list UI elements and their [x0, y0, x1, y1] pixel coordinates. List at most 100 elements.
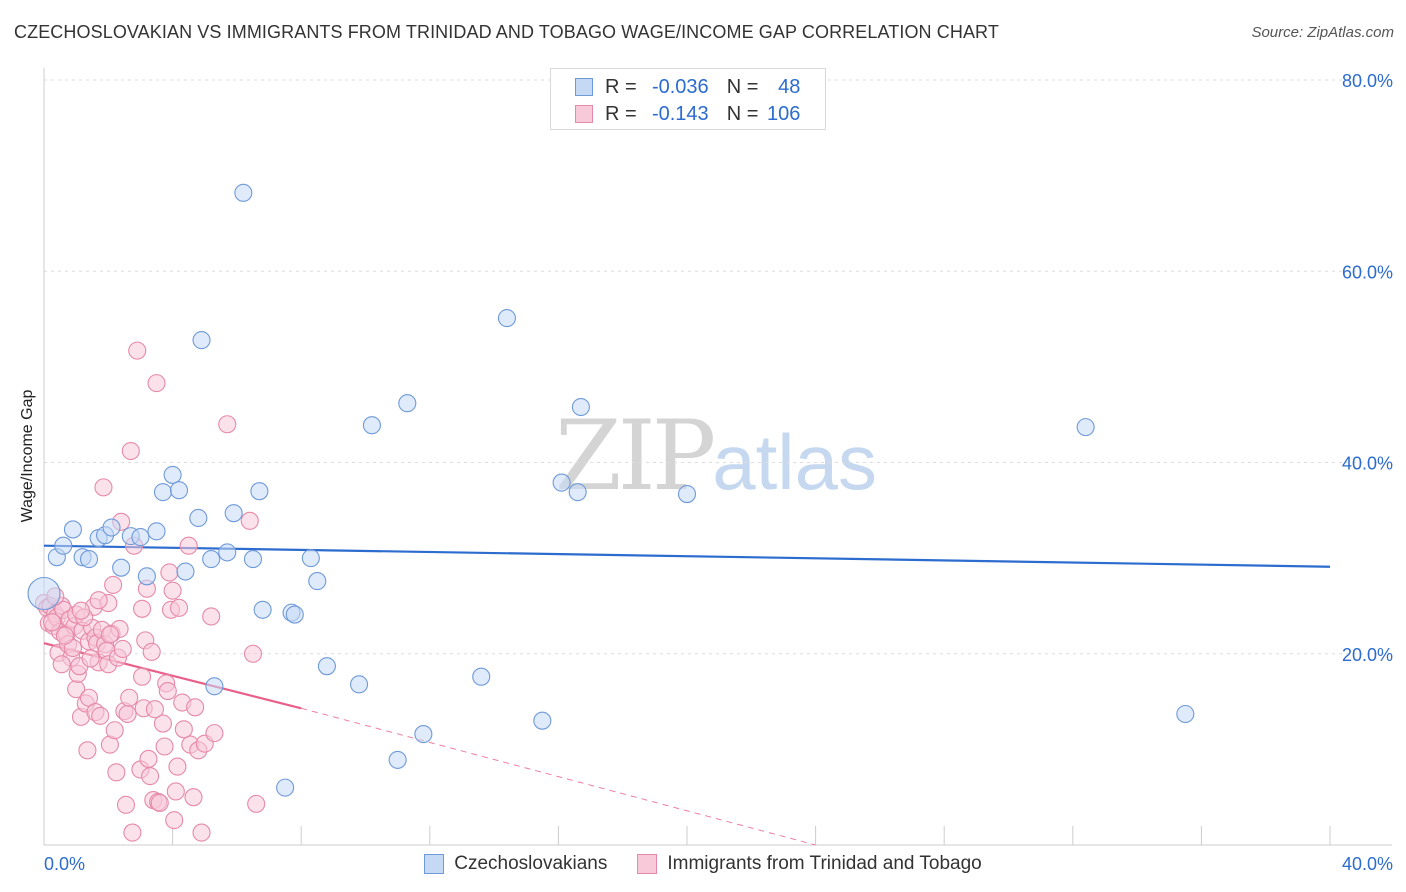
source-label: Source: ZipAtlas.com — [1251, 24, 1394, 41]
point-trinidad — [133, 667, 152, 686]
series-swatch-pink — [637, 854, 658, 874]
point-czechoslovakian — [398, 394, 417, 413]
point-trinidad — [166, 782, 185, 801]
point-trinidad — [81, 649, 100, 668]
point-czechoslovakian — [234, 183, 253, 202]
legend-n-label: N = — [726, 102, 759, 125]
grid-lines — [44, 79, 1392, 655]
point-trinidad — [160, 563, 179, 582]
point-trinidad — [168, 757, 187, 776]
point-czechoslovakian — [79, 550, 99, 569]
y-tick-label: 40.0% — [1342, 454, 1393, 474]
point-czechoslovakian — [350, 675, 369, 694]
point-trinidad — [128, 341, 147, 360]
correlation-legend: R = -0.036 N = 48 R = -0.143 N = 106 — [550, 68, 826, 130]
y-tick-label: 80.0% — [1342, 71, 1393, 91]
point-trinidad — [55, 626, 74, 645]
legend-n-value: 48 — [778, 75, 801, 98]
point-czechoslovakian — [533, 711, 552, 730]
point-trinidad — [155, 737, 174, 756]
point-czechoslovakian — [677, 485, 697, 504]
legend-r-value: -0.143 — [651, 102, 709, 125]
point-trinidad — [202, 607, 221, 626]
point-trinidad — [105, 721, 124, 740]
point-czechoslovakian — [1076, 418, 1095, 437]
point-czechoslovakian — [285, 605, 304, 624]
point-trinidad — [118, 704, 137, 724]
legend-r-label: R = — [605, 75, 637, 98]
point-trinidad — [139, 749, 158, 768]
legend-r-label: R = — [605, 102, 637, 125]
point-czechoslovakian — [192, 331, 211, 350]
legend-swatch-pink — [575, 105, 593, 123]
point-czechoslovakian — [54, 536, 73, 555]
point-trinidad — [153, 714, 173, 733]
y-tick-label: 20.0% — [1342, 645, 1393, 665]
point-czechoslovakian — [153, 483, 173, 502]
point-czechoslovakian — [276, 778, 295, 797]
series-name: Immigrants from Trinidad and Tobago — [667, 853, 982, 874]
point-trinidad — [218, 415, 237, 434]
point-czechoslovakian — [362, 416, 381, 435]
point-trinidad — [91, 706, 110, 725]
point-czechoslovakian — [301, 549, 320, 568]
point-czechoslovakian — [176, 562, 195, 581]
point-trinidad — [145, 700, 164, 719]
point-czechoslovakian — [1176, 704, 1195, 724]
point-trinidad — [147, 374, 166, 393]
point-czechoslovakian — [131, 528, 150, 547]
point-trinidad — [184, 788, 203, 807]
point-czechoslovakian — [137, 567, 156, 586]
chart-title: CZECHOSLOVAKIAN VS IMMIGRANTS FROM TRINI… — [14, 22, 999, 42]
legend-swatch-blue — [575, 78, 593, 96]
point-czechoslovakian — [308, 572, 327, 591]
legend-row-trinidad: R = -0.143 N = 106 — [575, 101, 800, 127]
point-czechoslovakian — [497, 309, 517, 328]
axes — [43, 68, 1392, 846]
point-trinidad — [107, 763, 126, 782]
x-tick-label: 0.0% — [44, 854, 85, 874]
y-tick-label: 60.0% — [1342, 262, 1393, 282]
series-legend-czechoslovakians[interactable]: Czechoslovakians — [424, 853, 607, 875]
point-czechoslovakian — [224, 504, 243, 523]
point-trinidad — [169, 598, 189, 617]
trend-line-czechoslovakians — [43, 544, 1331, 568]
point-czechoslovakian — [102, 518, 121, 537]
point-czechoslovakian — [552, 473, 571, 492]
point-czechoslovakian — [317, 657, 336, 676]
point-trinidad — [247, 794, 266, 813]
series-swatch-blue — [424, 854, 445, 874]
point-czechoslovakian — [568, 483, 587, 502]
series-legend: Czechoslovakians Immigrants from Trinida… — [0, 852, 1406, 876]
point-czechoslovakian — [472, 667, 491, 686]
trend-line-trinidad-extension — [301, 707, 816, 846]
tick-labels: 20.0% 40.0% 60.0% 80.0% 0.0% 40.0% — [44, 71, 1393, 874]
point-trinidad — [240, 511, 259, 530]
point-trinidad — [123, 823, 142, 842]
point-trinidad — [141, 767, 160, 786]
point-trinidad — [179, 536, 198, 555]
point-czechoslovakian — [253, 600, 272, 619]
point-trinidad — [174, 720, 193, 739]
x-tick-label: 40.0% — [1342, 854, 1393, 874]
point-trinidad — [42, 613, 62, 632]
point-trinidad — [94, 478, 113, 497]
point-trinidad — [52, 655, 71, 674]
point-trinidad — [133, 599, 152, 618]
point-czechoslovakian — [205, 677, 224, 696]
point-trinidad — [71, 601, 91, 620]
point-trinidad — [163, 581, 182, 600]
point-czechoslovakian — [63, 520, 82, 539]
point-trinidad — [150, 793, 169, 812]
point-trinidad — [89, 591, 108, 610]
point-czechoslovakian — [243, 550, 263, 569]
point-trinidad — [116, 795, 136, 814]
point-trinidad — [120, 688, 139, 707]
point-czechoslovakian — [250, 482, 269, 501]
point-trinidad — [100, 625, 119, 644]
series-legend-trinidad[interactable]: Immigrants from Trinidad and Tobago — [637, 853, 982, 875]
legend-r-value: -0.036 — [651, 75, 709, 98]
data-points — [27, 183, 1195, 842]
legend-n-value: 106 — [767, 102, 801, 125]
